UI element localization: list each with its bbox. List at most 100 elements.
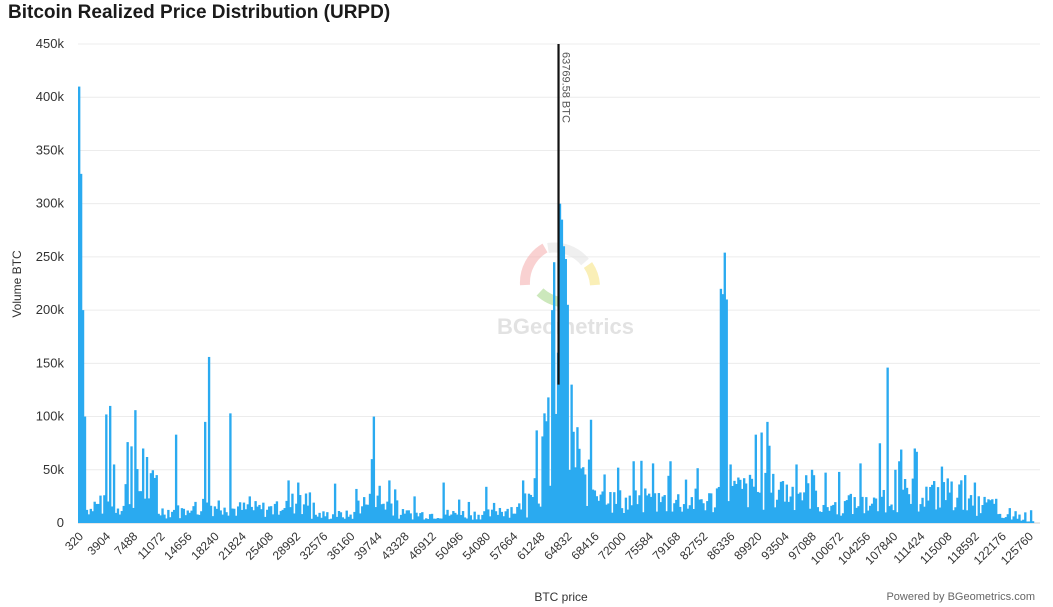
bar [310,518,313,523]
bar [101,513,104,523]
bar [729,464,732,523]
bar [355,488,358,523]
bar [395,500,399,523]
bar [981,505,984,523]
bar [834,502,837,523]
bar [690,497,694,523]
bar [675,499,678,523]
bar [762,509,765,523]
bar [806,483,810,523]
bar [965,510,969,523]
bar [205,502,209,523]
bar [456,514,459,523]
x-tick-label: 50496 [433,529,467,563]
bar [987,499,990,523]
bar [758,492,761,523]
bar [787,501,790,523]
bar [481,514,484,523]
bar [328,519,331,523]
bar [140,491,143,523]
bar [1028,521,1031,523]
bar [605,504,608,523]
bar [564,259,567,523]
x-tick-label: 72000 [595,529,629,563]
bar [390,503,393,523]
x-tick-label: 39744 [351,529,385,563]
bar [279,511,282,523]
x-tick-label: 28992 [270,529,304,563]
bar [487,509,490,523]
bar [979,513,982,523]
bar [508,517,511,523]
bar [998,513,1002,523]
bar [869,505,872,523]
bar [545,421,548,523]
bar [188,512,191,523]
chart-title: Bitcoin Realized Price Distribution (URP… [8,2,391,23]
bar [775,499,779,523]
bar [632,461,635,523]
bar [143,498,147,523]
bar [275,501,279,523]
bar [865,497,868,523]
bar [1002,518,1006,523]
bar [190,510,193,523]
bar [467,501,471,523]
bar [269,506,273,523]
x-tick-label: 25408 [243,529,277,563]
x-tick-label: 82752 [677,529,711,563]
bar [107,501,110,523]
bar [708,493,711,523]
bar [921,497,924,523]
bar [933,481,936,523]
bar [665,511,668,523]
bar [498,507,502,523]
bar [808,508,812,523]
bar [601,491,604,523]
bar [1008,508,1011,523]
bar [136,469,139,523]
x-tick-label: 57664 [487,529,521,563]
bar [626,509,630,523]
bar [174,434,178,523]
bar [925,486,928,523]
bar [363,497,366,523]
bar [861,496,864,523]
bar [425,518,428,523]
bar [452,511,455,523]
bar [471,519,474,523]
bar [458,499,461,523]
bar [607,503,610,523]
bar [878,443,882,523]
bar [568,469,571,523]
bar [863,513,866,523]
annotation-label: 63769.58 BTC [560,52,572,123]
bar [423,519,426,523]
bar [547,397,550,523]
bar [130,446,133,523]
bar [913,448,916,523]
bar [923,506,926,523]
bar [911,478,915,523]
bar [938,507,942,523]
bar [589,419,593,523]
x-tick-label: 86336 [704,529,738,563]
bar [289,507,292,523]
bar [562,246,566,524]
x-axis-label: BTC price [534,590,588,604]
bar [907,494,911,523]
x-tick-label: 64832 [541,529,575,563]
bar [178,518,182,523]
bar [584,474,587,523]
y-tick-label: 250k [36,249,65,264]
bar [684,479,688,523]
y-tick-label: 50k [43,462,64,477]
bar [324,516,327,523]
bar [971,505,975,523]
bar [118,514,122,523]
bar [250,506,253,523]
bar [828,510,831,523]
bar [964,475,967,523]
credit-link[interactable]: Powered by BGeometrics.com [886,591,1035,603]
bar [642,512,645,523]
